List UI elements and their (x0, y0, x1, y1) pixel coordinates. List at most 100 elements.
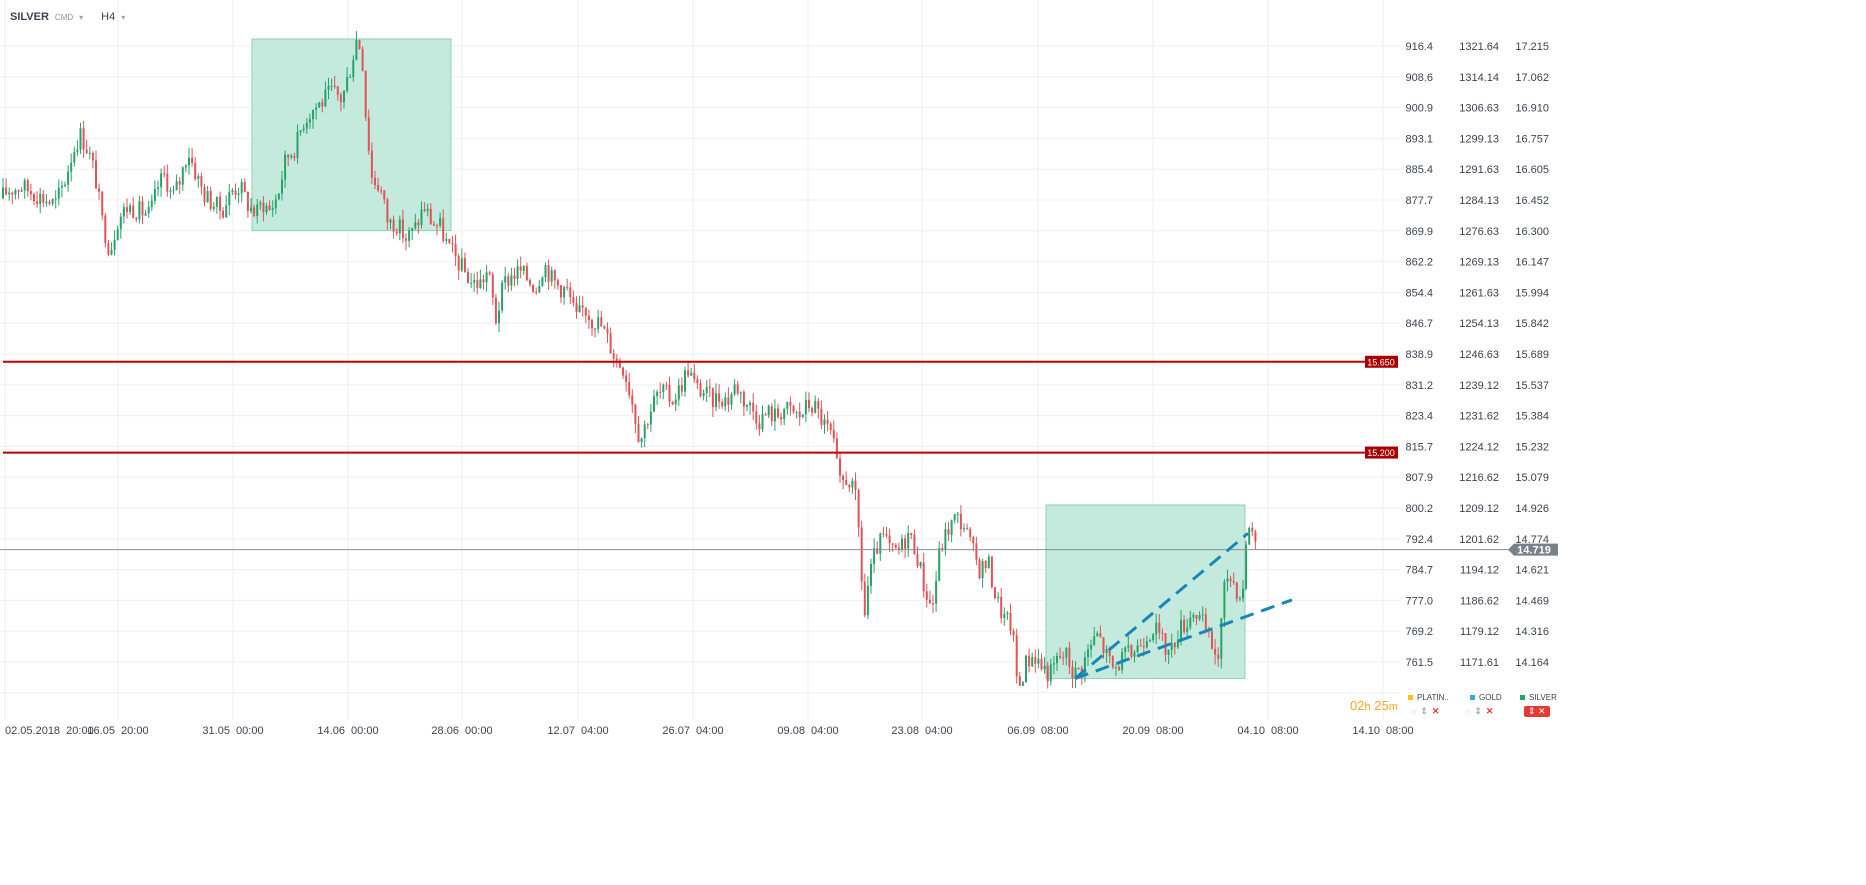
candle-body (132, 205, 135, 219)
candle-body (625, 375, 628, 382)
candle-body (191, 157, 194, 164)
candle-body (739, 392, 742, 394)
candle-body (1056, 655, 1058, 664)
candle-body (1068, 647, 1071, 667)
sort-icon[interactable]: ⇕ (1420, 706, 1428, 716)
candle-body (510, 275, 513, 286)
candle-body (1071, 666, 1074, 679)
sort-icon[interactable]: ⇕ (1474, 706, 1482, 716)
close-icon[interactable]: ✕ (1431, 706, 1440, 716)
instrument-type-label: CMD (54, 12, 74, 22)
y-tick-label: 846.7 (1405, 318, 1433, 330)
candle-body (690, 372, 693, 376)
candle-body (938, 548, 941, 581)
y-tick-label: 1231.62 (1459, 411, 1499, 423)
y-tick-label: 1321.64 (1459, 41, 1499, 53)
instrument-label: SILVER (1529, 693, 1557, 702)
candle-body (591, 320, 593, 329)
y-tick-label: 1171.61 (1460, 657, 1499, 669)
candle-body (758, 423, 761, 430)
candle-body (529, 280, 531, 285)
candle-body (243, 182, 246, 193)
chevron-down-icon[interactable]: ▾ (79, 12, 84, 22)
candle-body (147, 206, 150, 214)
color-swatch-icon (1520, 695, 1525, 701)
instrument-tab-gold[interactable]: GOLD (1470, 693, 1502, 702)
candle-body (535, 291, 538, 293)
y-tick-label: 1291.63 (1459, 164, 1499, 176)
trend-channel-line (1074, 598, 1293, 680)
candle-body (888, 535, 891, 544)
candle-body (848, 484, 851, 488)
candle-body (804, 399, 807, 415)
candle-body (972, 537, 975, 544)
candle-body (488, 272, 491, 275)
candle-body (612, 353, 615, 359)
candle-body (606, 328, 609, 334)
candle-body (305, 122, 308, 129)
candle-body (1226, 578, 1229, 582)
candle-body (1111, 656, 1114, 668)
candle-body (677, 385, 680, 400)
y-tick-label: 14.316 (1515, 626, 1549, 638)
candle-body (587, 315, 590, 321)
candle-body (1245, 544, 1248, 589)
candle-body (538, 286, 541, 293)
y-tick-label: 16.757 (1515, 133, 1549, 145)
candle-body (479, 279, 482, 289)
candle-body (656, 391, 659, 397)
candle-body (504, 276, 507, 283)
candle-body (907, 533, 910, 549)
sort-icon[interactable]: ⇕ ✕ (1524, 706, 1550, 717)
candle-body (129, 205, 132, 212)
instrument-tab-silver[interactable]: SILVER (1520, 693, 1557, 702)
candle-body (984, 561, 987, 569)
y-tick-label: 16.910 (1515, 103, 1549, 115)
candle-body (485, 272, 488, 283)
candle-body (767, 406, 770, 416)
candle-body (1142, 646, 1145, 648)
candle-body (516, 266, 519, 279)
candle-body (318, 102, 321, 108)
x-tick-label: 14.10 08:00 (1352, 725, 1413, 737)
candle-body (1040, 658, 1043, 670)
candle-body (277, 193, 280, 200)
eye-icon[interactable]: ◌ (1465, 706, 1471, 717)
candle-body (126, 207, 128, 212)
y-tick-label: 761.5 (1405, 657, 1433, 669)
y-tick-label: 1306.63 (1459, 103, 1499, 115)
candle-body (423, 209, 426, 211)
candle-body (8, 192, 11, 195)
color-swatch-icon (1470, 695, 1475, 701)
candle-body (1127, 645, 1130, 648)
y-tick-label: 15.232 (1515, 441, 1549, 453)
candle-body (550, 270, 553, 282)
candle-body (460, 258, 463, 271)
candle-body (240, 182, 243, 194)
y-tick-label: 1224.12 (1459, 441, 1499, 453)
candle-body (987, 556, 990, 569)
candle-body (829, 423, 832, 431)
candle-body (439, 218, 442, 226)
candle-body (392, 219, 395, 232)
chevron-down-icon[interactable]: ▾ (121, 12, 126, 22)
candle-body (175, 181, 178, 191)
candle-body (1158, 622, 1161, 633)
symbol-label[interactable]: SILVER (10, 11, 49, 23)
candle-body (1242, 588, 1244, 599)
candle-body (98, 188, 101, 192)
candle-body (473, 279, 476, 283)
candle-body (296, 132, 299, 158)
candle-body (107, 243, 110, 255)
timeframe-selector[interactable]: H4 (101, 11, 116, 23)
close-icon[interactable]: ✕ (1485, 706, 1494, 716)
candle-body (1220, 618, 1223, 659)
candle-body (42, 193, 45, 203)
candle-body (48, 202, 51, 204)
candle-body (212, 206, 215, 209)
candle-body (990, 556, 993, 588)
candle-body (253, 207, 256, 217)
instrument-tab-platinum[interactable]: PLATIN.. (1408, 693, 1449, 702)
eye-icon[interactable]: ◌ (1411, 706, 1417, 717)
